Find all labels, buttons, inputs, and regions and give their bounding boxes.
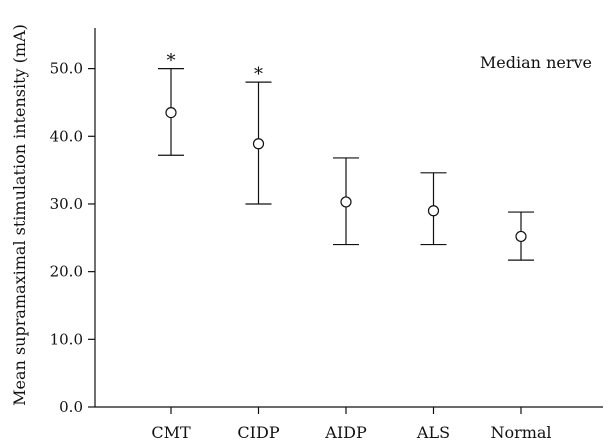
chart-annotation: Median nerve	[480, 53, 592, 72]
x-tick-label-cidp: CIDP	[237, 423, 279, 442]
error-bar-group-cmt: *	[158, 51, 184, 156]
y-tick-label: 40.0	[50, 127, 83, 145]
error-bar-group-aidp	[333, 157, 359, 246]
y-axis-label: Mean supramaximal stimulation intensity …	[10, 24, 29, 406]
y-tick-label: 10.0	[50, 330, 83, 348]
x-tick-label-cmt: CMT	[151, 423, 191, 442]
y-tick-label: 50.0	[50, 60, 83, 78]
error-bar-group-cidp: *	[245, 64, 272, 205]
significance-marker: *	[254, 64, 263, 85]
axes	[94, 28, 603, 408]
x-tick-label-normal: Normal	[490, 423, 551, 442]
x-ticks: CMT CIDP AIDP ALS Normal	[151, 407, 552, 442]
error-bar-group-als	[420, 172, 447, 246]
x-tick-label-aidp: AIDP	[324, 423, 367, 442]
significance-marker: *	[167, 51, 176, 72]
y-tick-label: 0.0	[59, 398, 83, 416]
data-point	[165, 106, 177, 119]
data-marks: **	[158, 51, 534, 261]
x-tick-label-als: ALS	[416, 423, 450, 442]
data-point	[515, 230, 527, 243]
data-point	[427, 205, 440, 217]
y-tick-label: 20.0	[50, 263, 83, 281]
error-bar-group-normal	[508, 211, 534, 261]
data-point	[252, 138, 265, 150]
y-tick-label: 30.0	[50, 195, 83, 213]
y-ticks: 0.0 10.0 20.0 30.0 40.0 50.0	[50, 60, 95, 416]
data-point	[340, 196, 352, 208]
